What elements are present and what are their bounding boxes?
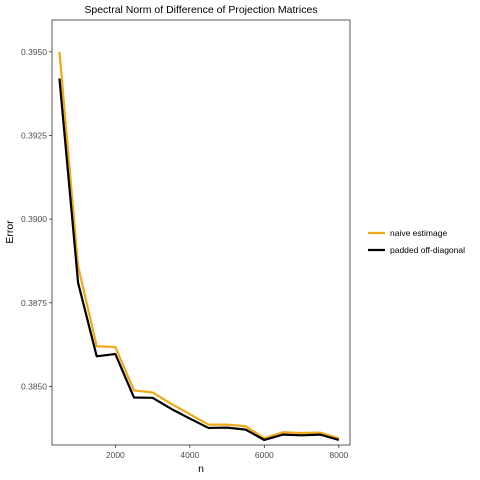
x-tick-label: 2000 <box>106 450 125 460</box>
y-tick-label: 0.3850 <box>21 381 47 391</box>
legend-label: padded off-diagonal <box>390 245 465 255</box>
series-line-naive-estimage <box>58 51 340 440</box>
x-axis-title: n <box>198 463 204 475</box>
y-tick-label: 0.3950 <box>21 47 47 57</box>
chart-title: Spectral Norm of Difference of Projectio… <box>84 4 317 16</box>
y-axis: 0.3850 0.3875 0.3900 0.3925 0.3950 <box>21 47 52 391</box>
y-tick-label: 0.3875 <box>21 298 47 308</box>
series-line-padded-off-diagonal <box>58 78 340 442</box>
y-axis-title: Error <box>4 220 16 244</box>
x-tick-label: 4000 <box>180 450 199 460</box>
y-tick-label: 0.3925 <box>21 130 47 140</box>
x-tick-label: 6000 <box>255 450 274 460</box>
x-axis: 2000 4000 6000 8000 <box>106 445 349 460</box>
legend: naive estimage padded off-diagonal <box>368 228 465 255</box>
y-tick-label: 0.3900 <box>21 214 47 224</box>
legend-label: naive estimage <box>390 228 447 238</box>
plot-panel <box>51 19 351 446</box>
x-tick-label: 8000 <box>329 450 348 460</box>
series-lines <box>58 51 340 442</box>
